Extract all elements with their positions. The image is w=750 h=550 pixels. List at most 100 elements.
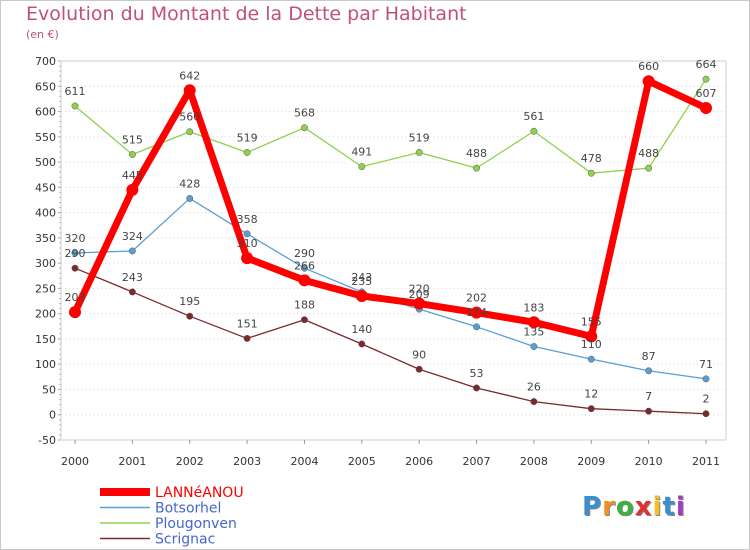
data-label: 243 [351, 271, 372, 284]
series-line-0 [71, 77, 708, 340]
data-label: 110 [581, 338, 602, 351]
data-label: 310 [237, 237, 258, 250]
data-label: 53 [470, 367, 484, 380]
y-tick-label: 600 [35, 106, 56, 119]
legend-label: Plougonven [155, 516, 237, 532]
y-tick-label: 0 [49, 409, 56, 422]
logo-letter: i [675, 492, 686, 522]
logo-letter: o [615, 492, 635, 522]
x-tick-label: 2002 [176, 455, 204, 468]
y-tick-label: 250 [35, 282, 56, 295]
data-label: 561 [523, 110, 544, 123]
y-tick-label: 150 [35, 333, 56, 346]
data-point [243, 149, 251, 156]
data-point [530, 398, 538, 406]
x-tick-label: 2003 [233, 455, 261, 468]
data-point [128, 288, 136, 296]
x-tick-label: 2001 [118, 455, 146, 468]
data-label: 195 [179, 295, 200, 308]
chart-title: Evolution du Montant de la Dette par Hab… [26, 3, 467, 25]
data-label: 428 [179, 177, 200, 190]
plot-area [60, 60, 727, 441]
data-label: 664 [696, 58, 717, 71]
data-label: 611 [65, 85, 86, 98]
data-point [355, 289, 368, 302]
data-label: 290 [294, 247, 315, 260]
data-label: 209 [409, 288, 430, 301]
data-label: 660 [638, 60, 659, 73]
x-tick-label: 2007 [463, 455, 491, 468]
y-tick-label: 100 [35, 358, 56, 371]
data-label: 90 [412, 348, 426, 361]
data-point [126, 183, 139, 196]
data-label: 488 [466, 147, 487, 160]
data-point [645, 407, 653, 415]
data-point [128, 151, 136, 158]
data-label: 140 [351, 323, 372, 336]
data-label: 243 [122, 271, 143, 284]
data-label: 478 [581, 152, 602, 165]
logo-letter: t [662, 492, 676, 522]
data-label: 87 [642, 350, 656, 363]
data-point [301, 316, 308, 324]
data-label: 515 [122, 133, 143, 146]
data-label: 202 [466, 292, 487, 305]
proxiti-logo: Proxiti [582, 492, 686, 522]
data-point [413, 297, 426, 310]
data-point [700, 101, 712, 114]
legend-label: LANNéANOU [155, 485, 244, 501]
data-point [358, 340, 366, 348]
data-point [530, 343, 538, 350]
logo-letter: P [582, 492, 603, 522]
x-tick-label: 2005 [348, 455, 376, 468]
data-point [71, 102, 79, 110]
data-point [301, 264, 308, 272]
data-label: 151 [237, 317, 258, 330]
data-label: 188 [294, 299, 315, 312]
data-point [243, 230, 251, 238]
data-point [587, 355, 595, 363]
legend-label: Scrignac [155, 532, 215, 548]
data-point [470, 306, 483, 319]
y-tick-label: 50 [42, 383, 56, 396]
data-label: 220 [409, 283, 430, 296]
data-label: 491 [351, 146, 372, 159]
data-label: 7 [645, 390, 652, 403]
x-tick-label: 2006 [405, 455, 433, 468]
data-point [530, 127, 538, 135]
data-point [183, 84, 196, 97]
data-label: 266 [294, 259, 315, 272]
data-point [585, 330, 598, 343]
data-point [415, 365, 423, 373]
data-label: 519 [409, 131, 430, 144]
logo-letter: i [652, 492, 663, 522]
data-point [702, 375, 710, 383]
x-tick-label: 2000 [61, 455, 89, 468]
x-tick-label: 2011 [692, 455, 720, 468]
x-tick-label: 2009 [577, 455, 605, 468]
y-tick-label: 500 [35, 156, 56, 169]
y-tick-label: 450 [35, 181, 56, 194]
data-label: 607 [696, 87, 717, 100]
x-tick-label: 2010 [635, 455, 663, 468]
data-label: 445 [122, 169, 143, 182]
data-label: 174 [466, 306, 487, 319]
data-label: 26 [527, 381, 541, 394]
data-label: 235 [351, 275, 372, 288]
data-point [243, 334, 251, 342]
data-label: 324 [122, 230, 143, 243]
y-tick-label: 550 [35, 131, 56, 144]
legend-label: Botsorhel [155, 501, 221, 517]
data-point [473, 164, 480, 172]
y-tick-label: 650 [35, 80, 56, 93]
data-point [186, 195, 194, 202]
data-point [71, 264, 79, 272]
data-label: 358 [237, 213, 258, 226]
data-point [645, 164, 653, 172]
y-tick-label: 200 [35, 308, 56, 321]
x-tick-label: 2008 [520, 455, 548, 468]
y-tick-label: 700 [35, 55, 56, 68]
data-label: 135 [523, 326, 544, 339]
data-label: 519 [237, 131, 258, 144]
series-line-2 [74, 78, 707, 174]
